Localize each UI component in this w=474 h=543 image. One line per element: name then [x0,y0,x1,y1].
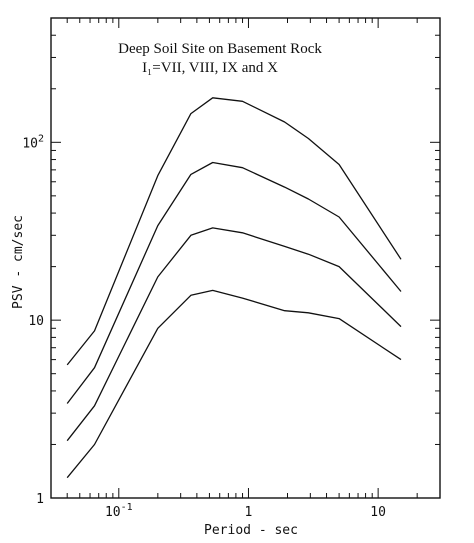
series-group [66,97,402,479]
y-tick-label: 10 [28,314,44,329]
x-tick-label: 10-1 [105,502,133,520]
axis-ticks [50,17,441,499]
series-line-3 [66,227,402,442]
series-line-1 [66,97,402,366]
plot-frame [50,17,441,499]
series-line-2 [66,161,402,404]
axis-tick-labels: 10-1 1 10 1 10 102 [22,133,386,520]
y-axis-label: PSV - cm/sec [11,215,26,309]
x-tick-label: 10 [370,505,386,520]
y-tick-label: 102 [22,133,44,151]
y-tick-label: 1 [36,492,44,507]
x-axis-label: Period - sec [204,523,298,538]
chart-title-line-1: Deep Soil Site on Basement Rock [118,41,322,57]
chart-title-line-2: I₁=VII, VIII, IX and X [142,60,278,76]
series-line-4 [66,289,402,479]
x-tick-label: 1 [245,505,253,520]
